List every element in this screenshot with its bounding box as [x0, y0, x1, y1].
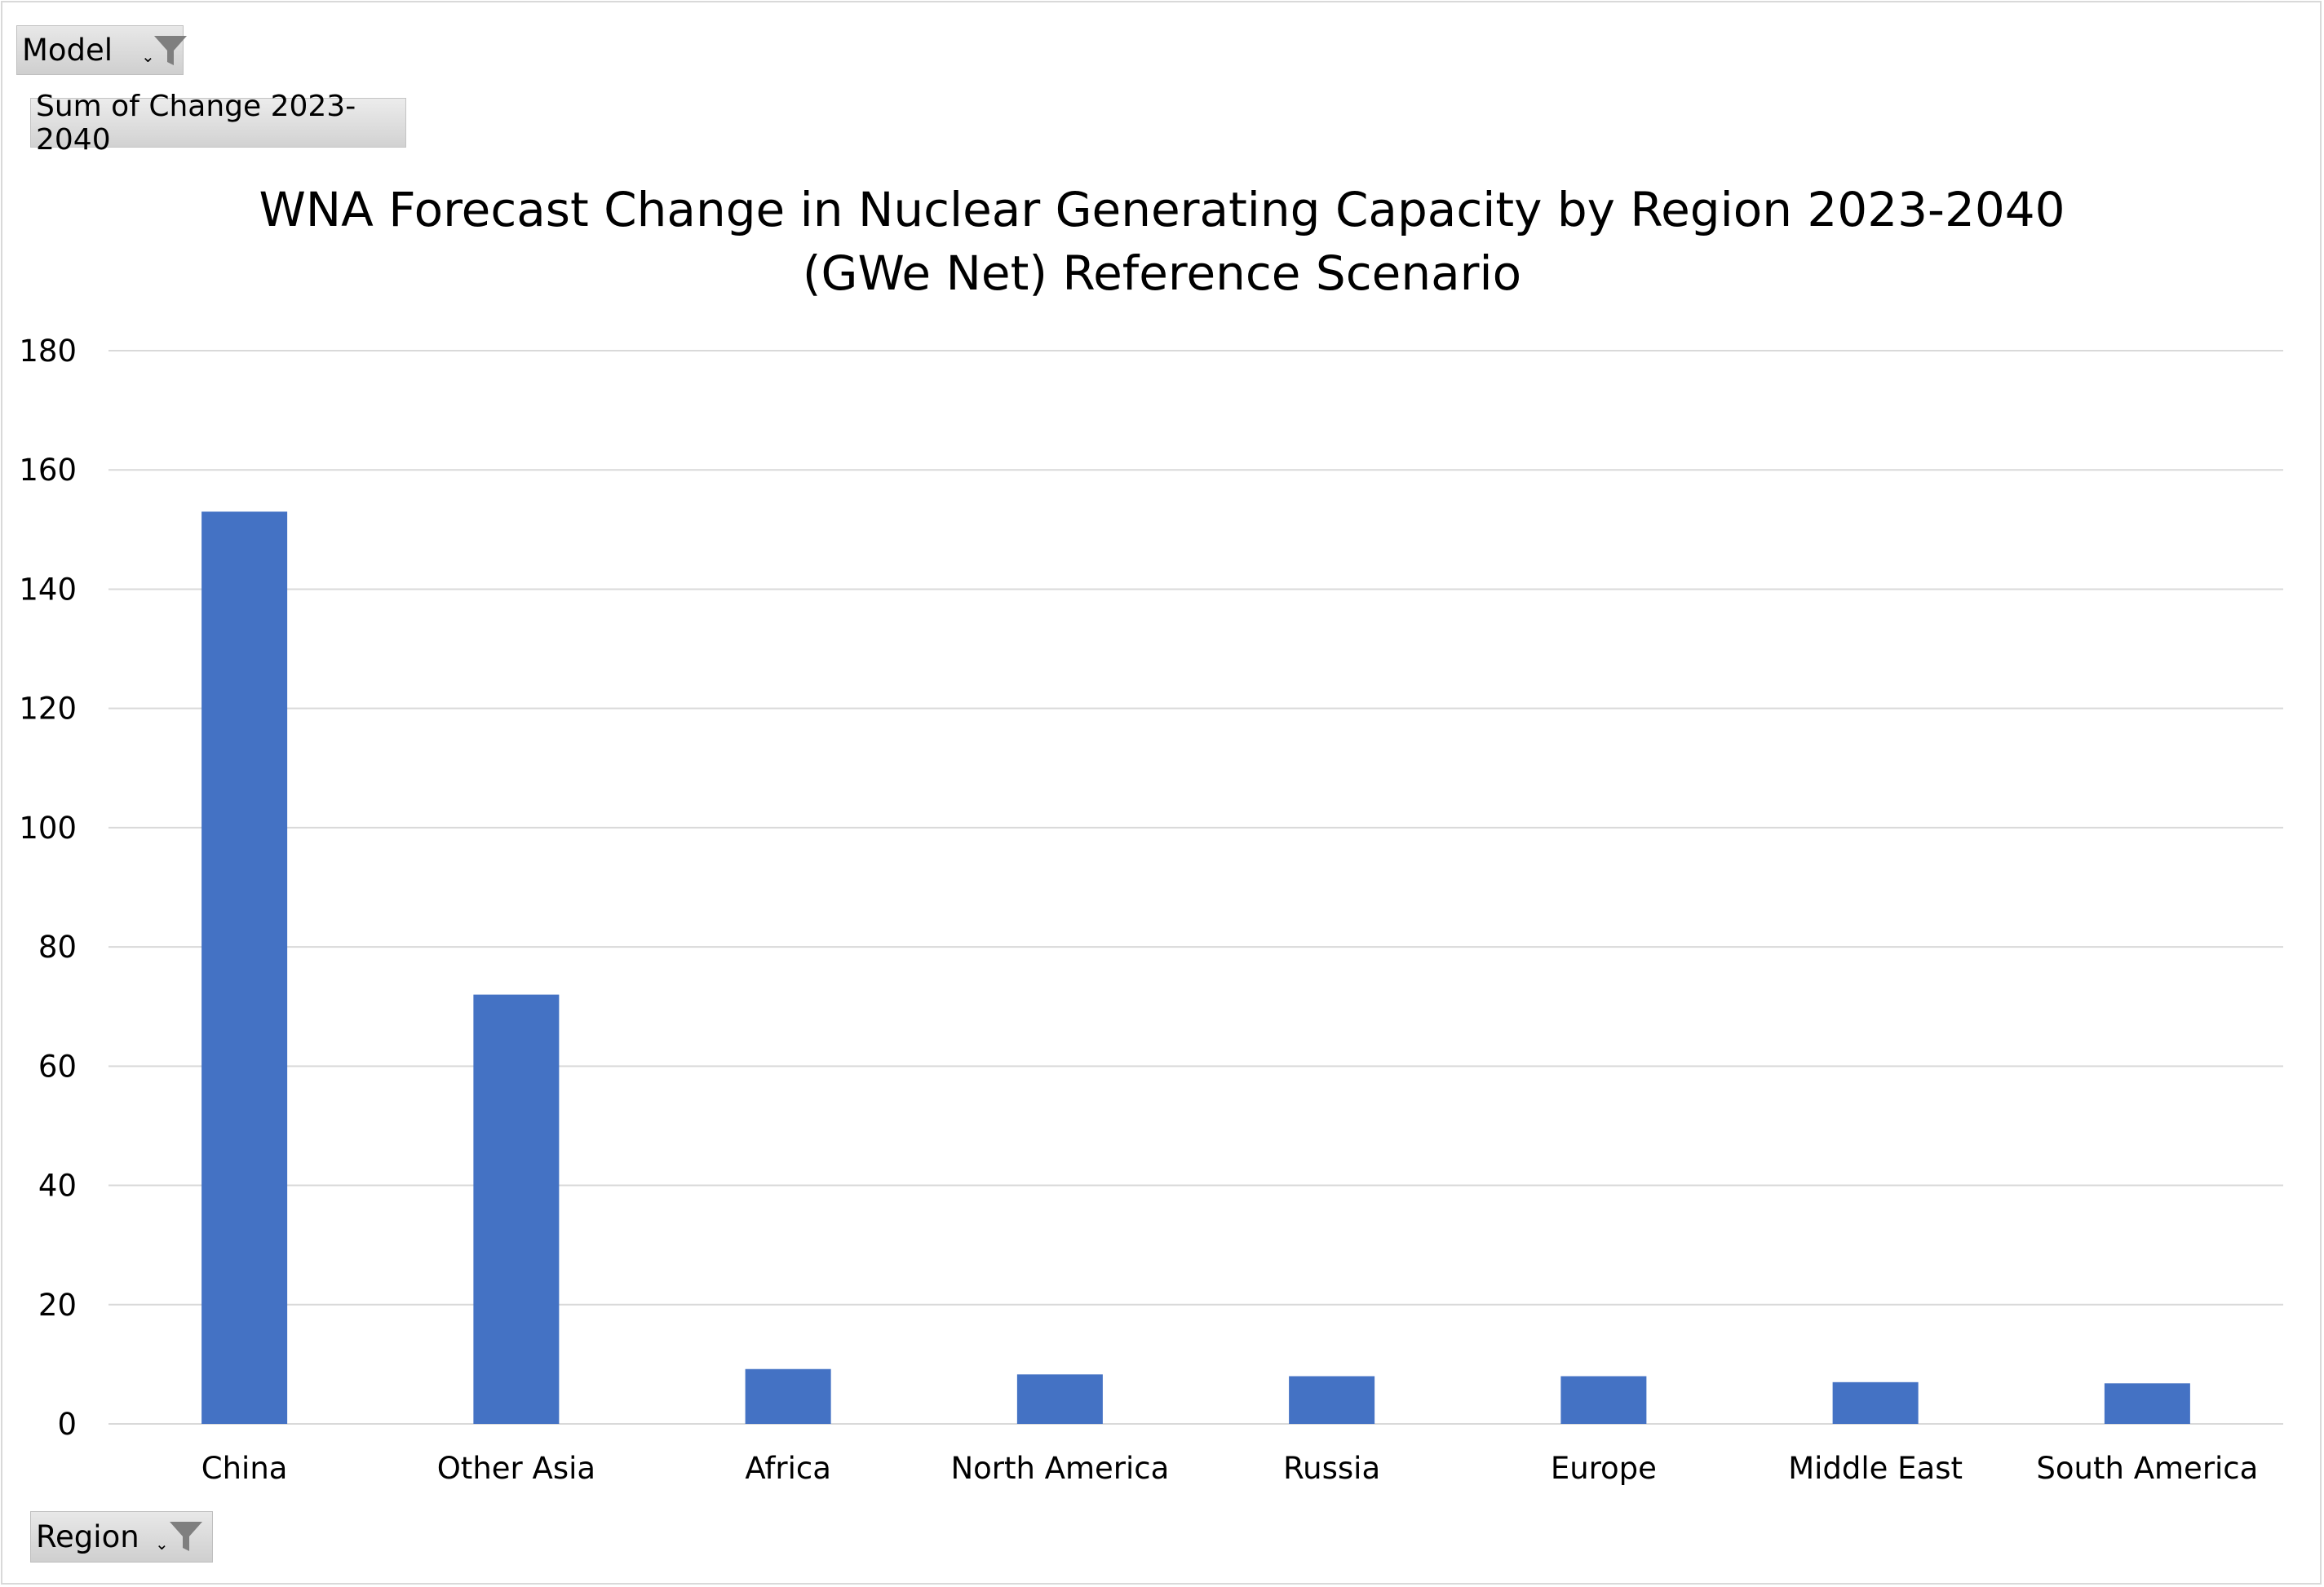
y-tick-label: 140: [19, 572, 77, 607]
chevron-down-icon: ⌄: [155, 1534, 169, 1554]
model-filter-label: Model: [22, 33, 113, 68]
x-tick-label: Russia: [1283, 1451, 1380, 1486]
filter-icon: [168, 1518, 204, 1562]
bar[interactable]: [745, 1368, 831, 1424]
y-tick-label: 20: [38, 1288, 77, 1323]
bar[interactable]: [1560, 1376, 1647, 1424]
region-filter-button[interactable]: Region ⌄: [30, 1511, 213, 1563]
x-tick-label: South America: [2036, 1451, 2258, 1486]
x-tick-label: China: [201, 1451, 288, 1486]
y-tick-label: 40: [38, 1169, 77, 1204]
bar[interactable]: [1832, 1381, 1919, 1424]
bar[interactable]: [2104, 1383, 2190, 1424]
region-filter-label: Region: [36, 1519, 139, 1554]
chevron-down-icon: ⌄: [141, 46, 155, 66]
y-tick-label: 0: [57, 1407, 77, 1442]
x-tick-label: Other Asia: [437, 1451, 595, 1486]
x-tick-label: Africa: [745, 1451, 831, 1486]
y-tick-label: 180: [19, 334, 77, 369]
bar[interactable]: [473, 994, 560, 1424]
x-tick-label: North America: [950, 1451, 1169, 1486]
y-tick-label: 160: [19, 453, 77, 488]
y-tick-label: 80: [38, 930, 77, 965]
x-tick-label: Europe: [1551, 1451, 1657, 1486]
x-tick-label: Middle East: [1788, 1451, 1963, 1486]
bar[interactable]: [1016, 1374, 1103, 1424]
bar[interactable]: [1289, 1376, 1375, 1424]
bar[interactable]: [201, 511, 288, 1424]
filter-icon: [153, 33, 188, 76]
y-tick-label: 100: [19, 811, 77, 846]
model-filter-button[interactable]: Model ⌄: [16, 25, 187, 75]
chart-title-line-2: (GWe Net) Reference Scenario: [802, 245, 1522, 301]
y-tick-label: 60: [38, 1049, 77, 1084]
value-field-button[interactable]: Sum of Change 2023-2040: [30, 90, 406, 157]
y-tick-label: 120: [19, 692, 77, 727]
chart-title-line-1: WNA Forecast Change in Nuclear Generatin…: [259, 182, 2065, 237]
